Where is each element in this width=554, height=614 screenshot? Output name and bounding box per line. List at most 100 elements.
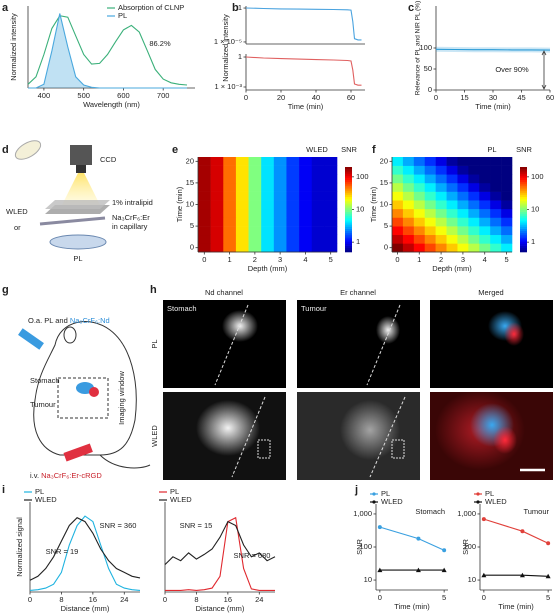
colorbar-step — [345, 209, 352, 212]
cell — [311, 182, 325, 192]
cell — [479, 234, 491, 244]
annotation: SNR = 360 — [100, 521, 137, 530]
colorbar-step — [520, 207, 527, 210]
label: i.v. Na₃CrF₆:Er-cRGD — [30, 471, 102, 480]
y-tick-label: 10 — [364, 575, 372, 584]
cell — [223, 226, 237, 236]
x-tick-label: 30 — [489, 93, 497, 102]
cell — [446, 217, 458, 227]
colorbar-step — [520, 179, 527, 183]
x-tick-label: 60 — [546, 93, 554, 102]
cell — [392, 234, 404, 244]
colorbar-step — [520, 198, 527, 202]
roi — [257, 439, 271, 459]
cell — [223, 200, 237, 210]
colorbar-tick-label: 1 — [356, 237, 360, 246]
cell — [273, 226, 287, 236]
panel-label: g — [2, 284, 9, 296]
line — [379, 526, 445, 551]
cell — [479, 217, 491, 227]
colorbar-step — [520, 224, 527, 227]
cell — [490, 182, 502, 192]
marker — [442, 548, 447, 553]
colorbar-step — [520, 196, 527, 200]
cell — [402, 243, 415, 253]
y-axis-label: Time (min) — [175, 186, 184, 222]
cell — [490, 191, 502, 201]
colorbar-step — [520, 201, 527, 204]
colorbar-step — [345, 213, 352, 217]
cell — [273, 157, 287, 166]
cell — [299, 157, 313, 166]
cell — [235, 165, 249, 175]
colorbar-step — [520, 205, 527, 208]
cell — [198, 182, 211, 192]
cell — [413, 234, 426, 244]
cell — [273, 208, 287, 218]
colorbar-step — [520, 177, 527, 181]
cell — [223, 243, 237, 253]
legend-swatch — [476, 492, 480, 496]
colorbar-step — [345, 169, 352, 172]
cell — [299, 191, 313, 201]
marker — [377, 525, 382, 530]
cell — [261, 157, 275, 166]
panel-label: i — [2, 484, 5, 496]
marker — [377, 567, 383, 573]
cell — [457, 174, 469, 184]
x-tick-label: 0 — [482, 593, 486, 602]
camera-lens — [76, 165, 86, 173]
colorbar-step — [520, 209, 527, 212]
marker — [546, 541, 551, 546]
colorbar-step — [520, 222, 527, 225]
x-axis-label: Distance (mm) — [196, 604, 245, 613]
x-axis-label: Time (min) — [288, 102, 324, 111]
x-tick-label: 0 — [163, 595, 167, 604]
cell — [198, 200, 211, 210]
colorbar-step — [345, 198, 352, 202]
line — [164, 520, 276, 565]
cell — [223, 217, 237, 227]
y-tick-label: 50 — [424, 64, 432, 73]
cell — [402, 191, 415, 201]
x-tick-label: 5 — [442, 593, 446, 602]
cell — [324, 200, 338, 210]
cell — [402, 174, 415, 184]
x-tick-label: 16 — [89, 595, 97, 604]
label: CCD — [100, 155, 117, 164]
cell — [501, 217, 513, 227]
cell — [324, 226, 338, 236]
cell — [311, 191, 325, 201]
colorbar-label: SNR — [516, 145, 532, 154]
x-tick-label: 500 — [77, 91, 90, 100]
colorbar-step — [520, 181, 527, 185]
cell — [446, 165, 458, 175]
cell — [468, 226, 480, 236]
cell — [402, 182, 415, 192]
x-tick-label: 0 — [395, 255, 399, 264]
cell — [324, 174, 338, 184]
cell — [261, 234, 275, 244]
y-tick-label: 0 — [384, 243, 388, 252]
cell — [223, 208, 237, 218]
y-axis-label: Time (min) — [369, 186, 378, 222]
cell — [479, 191, 491, 201]
cell — [235, 191, 249, 201]
cell — [501, 226, 513, 236]
cell — [457, 157, 469, 166]
column-header: Merged — [478, 288, 503, 297]
chart-title: PL — [487, 145, 496, 154]
y-tick-label: 100 — [419, 43, 432, 52]
cell — [435, 174, 447, 184]
cell — [286, 217, 300, 227]
lamp-icon — [14, 140, 42, 160]
cell — [413, 217, 426, 227]
cell — [286, 191, 300, 201]
cell — [490, 165, 502, 175]
y-tick-label: 1 × 10⁻³ — [214, 82, 242, 91]
colorbar-step — [520, 230, 527, 234]
y-axis-label: Normalized intensity — [221, 14, 230, 82]
row-label: PL — [150, 339, 159, 348]
cell — [299, 208, 313, 218]
diagram-d: CCD 1% intralipid WLED or Na₃CrF₆:Er in … — [6, 140, 153, 263]
